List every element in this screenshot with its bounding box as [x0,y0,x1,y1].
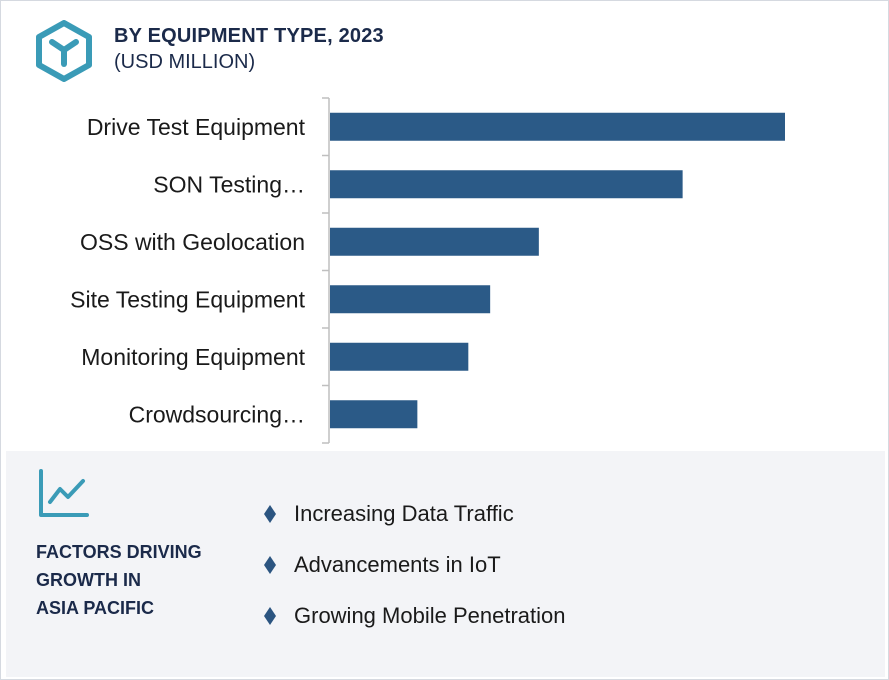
line-chart-icon [39,469,89,517]
hexagon-y-logo-icon [36,20,92,82]
bar [330,285,491,314]
factor-text: Increasing Data Traffic [294,501,514,526]
factors-heading-line: ASIA PACIFIC [36,598,155,618]
factor-item: Growing Mobile Penetration [264,601,565,631]
factor-text: Growing Mobile Penetration [294,603,566,628]
category-label: Site Testing Equipment [70,286,305,312]
factor-item: Increasing Data Traffic [264,499,514,529]
bar [330,342,469,371]
category-label: OSS with Geolocation [80,229,305,255]
bar-chart: Drive Test Equipment SON Testing… OSS with… [70,97,785,444]
bar [330,227,539,256]
factors-heading: FACTORS DRIVING GROWTH IN ASIA PACIFIC [36,538,246,622]
factors-heading-line: GROWTH IN [36,570,141,590]
category-label: Crowdsourcing… [129,401,305,427]
factor-item: Advancements in IoT [264,550,501,580]
bar [330,112,785,141]
bar [330,400,418,429]
category-label: SON Testing… [153,171,305,197]
factor-text: Advancements in IoT [294,552,501,577]
chart-subtitle: (USD MILLION) [114,51,256,73]
diamond-bullet-icon [264,607,276,625]
factors-heading-line: FACTORS DRIVING [36,542,202,562]
diamond-bullet-icon [264,556,276,574]
category-label: Monitoring Equipment [81,344,305,370]
bar [330,170,683,199]
growth-factors-panel: FACTORS DRIVING GROWTH IN ASIA PACIFIC I… [6,451,885,677]
category-label: Drive Test Equipment [87,114,306,140]
chart-title: BY EQUIPMENT TYPE, 2023 [114,25,384,47]
diamond-bullet-icon [264,505,276,523]
